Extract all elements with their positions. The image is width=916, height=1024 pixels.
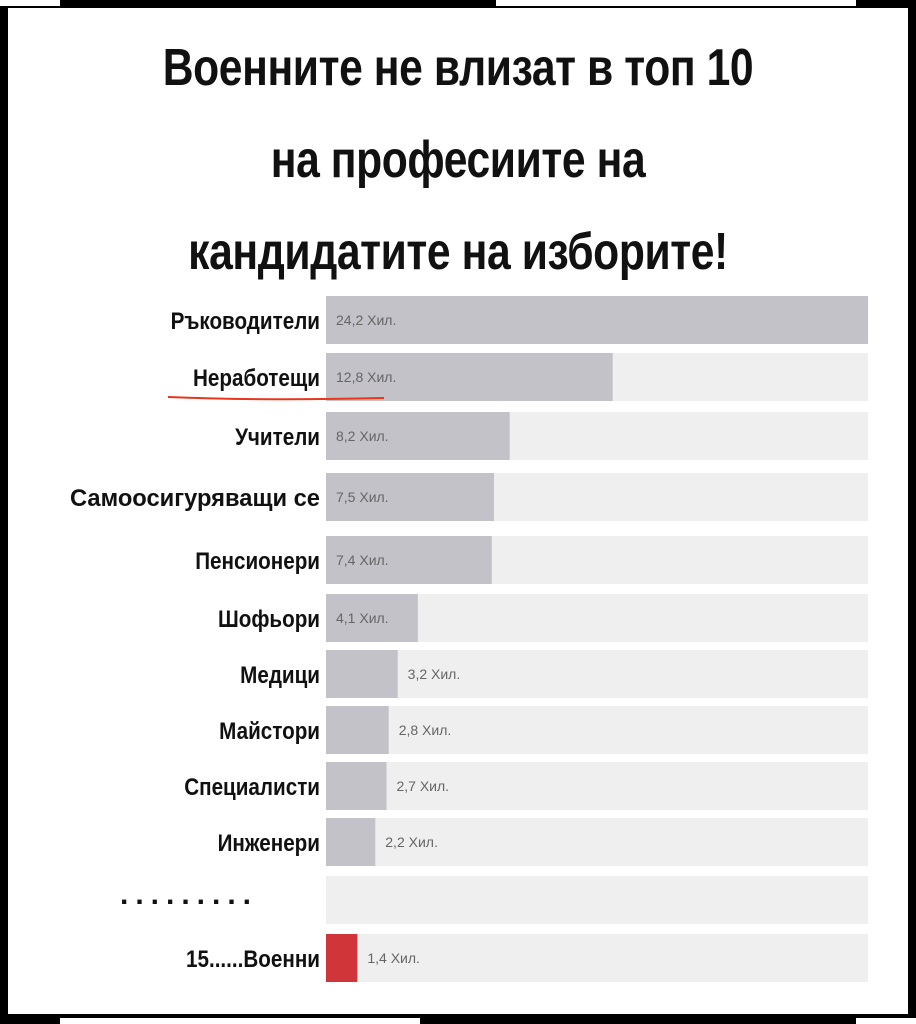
value-label: 2,2 Хил.	[385, 834, 438, 850]
frame-corner	[0, 0, 60, 6]
bar	[326, 536, 492, 584]
bar	[326, 706, 389, 754]
bar	[326, 818, 376, 866]
frame-corner	[496, 0, 856, 6]
frame-corner	[60, 1018, 420, 1024]
value-label: 12,8 Хил.	[336, 369, 396, 385]
bar-track	[326, 818, 868, 866]
category-label: Учители	[235, 424, 320, 451]
bar	[326, 353, 613, 401]
value-label: 7,5 Хил.	[336, 489, 389, 505]
bar	[326, 296, 868, 344]
category-label: Майстори	[219, 718, 320, 745]
bar	[326, 473, 494, 521]
title-line: Военните не влизат в топ 10	[162, 39, 754, 97]
skipped-ranks-ellipsis: .........	[120, 878, 259, 911]
underline-mark	[167, 396, 385, 401]
bar-track	[326, 876, 868, 924]
category-label: Пенсионери	[195, 548, 320, 575]
category-label: 15......Военни	[186, 946, 320, 973]
category-label: Самоосигуряващи се	[70, 485, 320, 512]
value-label: 24,2 Хил.	[336, 312, 396, 328]
frame-corner	[856, 1018, 916, 1024]
category-label: Медици	[240, 662, 320, 689]
value-label: 2,7 Хил.	[396, 778, 449, 794]
value-label: 1,4 Хил.	[367, 950, 420, 966]
bar	[326, 650, 398, 698]
bar	[326, 594, 418, 642]
category-label: Инженери	[218, 830, 320, 857]
bar-track	[326, 706, 868, 754]
title-line: кандидатите на изборите!	[188, 223, 728, 281]
value-label: 8,2 Хил.	[336, 428, 389, 444]
bar-track	[326, 762, 868, 810]
bar-chart: Ръководители 24,2 Хил. Неработещи 12,8 Хил.…	[70, 296, 868, 982]
category-label: Неработещи	[193, 365, 320, 392]
bar	[326, 762, 387, 810]
bar-track	[326, 650, 868, 698]
value-label: 7,4 Хил.	[336, 552, 389, 568]
chart-card: Военните не влизат в топ 10 на професиит…	[8, 8, 908, 1014]
category-label: Шофьори	[218, 606, 320, 633]
category-label: Ръководители	[171, 308, 320, 335]
category-label: Специалисти	[184, 774, 320, 801]
value-label: 3,2 Хил.	[408, 666, 461, 682]
value-label: 2,8 Хил.	[399, 722, 452, 738]
bar	[326, 412, 510, 460]
title-line: на професиите на	[270, 131, 646, 189]
bar-track	[326, 934, 868, 982]
value-label: 4,1 Хил.	[336, 610, 389, 626]
chart-title: Военните не влизат в топ 10 на професиит…	[89, 22, 827, 298]
bar	[326, 934, 358, 982]
